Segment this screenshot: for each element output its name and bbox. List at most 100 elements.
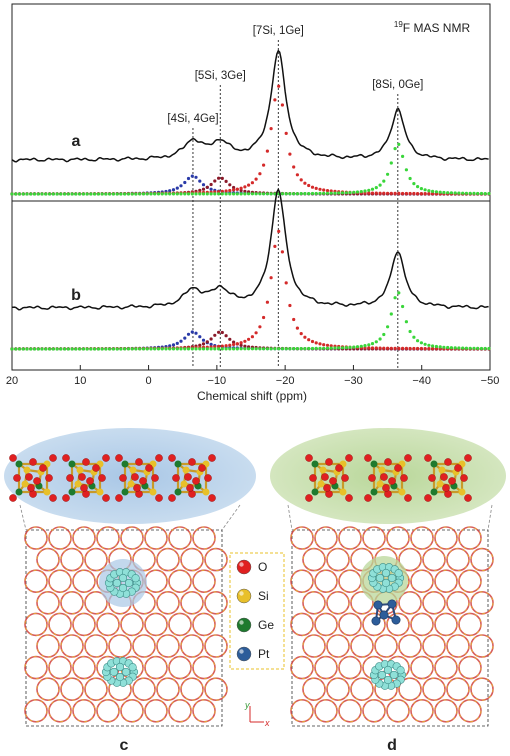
component-dot	[235, 347, 239, 351]
component-dot	[393, 346, 397, 350]
component-dot	[419, 187, 423, 191]
component-dot	[404, 168, 408, 172]
component-dot	[427, 189, 431, 193]
legend-item: Pt	[236, 646, 270, 662]
component-dot	[314, 186, 318, 190]
molecule	[101, 657, 139, 687]
component-dot	[378, 337, 382, 341]
component-dot	[141, 347, 146, 351]
component-dot	[401, 346, 405, 350]
plot-frame	[11, 3, 491, 371]
component-dot	[393, 191, 397, 195]
spectrum-label: a	[72, 133, 81, 150]
component-dot	[397, 346, 401, 350]
component-dot	[138, 347, 142, 351]
component-dot	[423, 342, 427, 346]
molecule-top-d	[367, 563, 405, 593]
component-dot	[431, 189, 435, 193]
component-dot	[378, 183, 382, 187]
component-dot	[483, 192, 487, 196]
component-dot	[367, 188, 371, 192]
component-dot	[370, 187, 375, 191]
component-dot	[408, 329, 412, 334]
structure-panels: y x c O Si Ge Pt d	[4, 428, 506, 754]
component-dot	[21, 192, 25, 196]
component-dot	[280, 192, 284, 196]
component-dot	[96, 347, 100, 351]
component-dot	[329, 191, 333, 195]
component-dot	[299, 347, 303, 351]
axis-x-label: x	[264, 718, 270, 728]
component-dot	[25, 347, 29, 351]
component-dot	[374, 346, 378, 350]
peak-guide-lines	[192, 40, 399, 368]
component-dot	[401, 191, 405, 196]
component-dot	[179, 184, 183, 188]
component-dot	[265, 347, 269, 351]
component-dot	[10, 192, 14, 196]
component-dot	[363, 344, 367, 348]
component-dot	[190, 347, 194, 351]
component-dot	[370, 342, 375, 346]
component-dot	[232, 188, 236, 192]
zoom-line-right-c	[221, 504, 241, 531]
legend-item: O	[236, 559, 267, 575]
component-dot	[239, 186, 243, 190]
spectrum-line	[12, 187, 489, 311]
component-dot	[115, 347, 119, 351]
component-dot	[21, 347, 25, 351]
component-peak	[10, 229, 491, 351]
component-dot	[254, 331, 258, 335]
component-dot	[201, 347, 206, 351]
component-dot	[262, 192, 266, 196]
component-dot	[232, 340, 236, 344]
component-dot	[194, 331, 198, 335]
component-dot	[453, 191, 457, 195]
component-dot	[397, 142, 401, 146]
d4r-cage	[62, 454, 110, 502]
component-dot	[243, 344, 247, 348]
component-dot	[130, 347, 134, 351]
spectra: ab	[10, 49, 491, 351]
component-dot	[340, 346, 345, 350]
component-dot	[209, 187, 213, 191]
component-dot	[183, 347, 187, 351]
component-dot	[201, 338, 206, 342]
structure-panel-c: y x c	[4, 428, 270, 754]
component-dot	[250, 181, 254, 185]
component-dot	[299, 332, 303, 336]
component-dot	[66, 347, 70, 351]
component-dot	[247, 337, 251, 341]
component-dot	[476, 191, 480, 196]
d4r-cage	[305, 454, 353, 502]
component-dot	[325, 189, 330, 193]
component-dot	[416, 185, 420, 189]
component-dot	[201, 183, 206, 187]
component-dot	[14, 347, 18, 351]
component-dot	[29, 192, 33, 196]
component-dot	[419, 341, 423, 345]
component-dot	[104, 192, 108, 196]
component-dot	[269, 347, 273, 351]
component-dot	[423, 192, 427, 196]
component-dot	[288, 152, 292, 156]
component-dot	[198, 188, 202, 192]
component-dot	[322, 191, 326, 195]
d4r-cage	[424, 454, 472, 502]
component-dot	[348, 345, 352, 349]
chart-title: 19F MAS NMR	[394, 20, 471, 35]
component-dot	[310, 339, 315, 344]
component-dot	[156, 347, 161, 351]
pt-cluster-d	[371, 599, 401, 626]
x-tick-label: −40	[412, 375, 431, 387]
framework-lattice-d	[290, 526, 494, 723]
x-tick-label: 10	[74, 375, 86, 387]
component-dot	[434, 190, 438, 194]
component-dot	[333, 191, 337, 195]
component-dot	[389, 161, 393, 165]
component-dot	[81, 192, 85, 196]
legend-label: Si	[258, 589, 269, 603]
component-dot	[220, 192, 224, 196]
molecule-top-c	[104, 568, 142, 598]
component-dot	[386, 325, 390, 329]
